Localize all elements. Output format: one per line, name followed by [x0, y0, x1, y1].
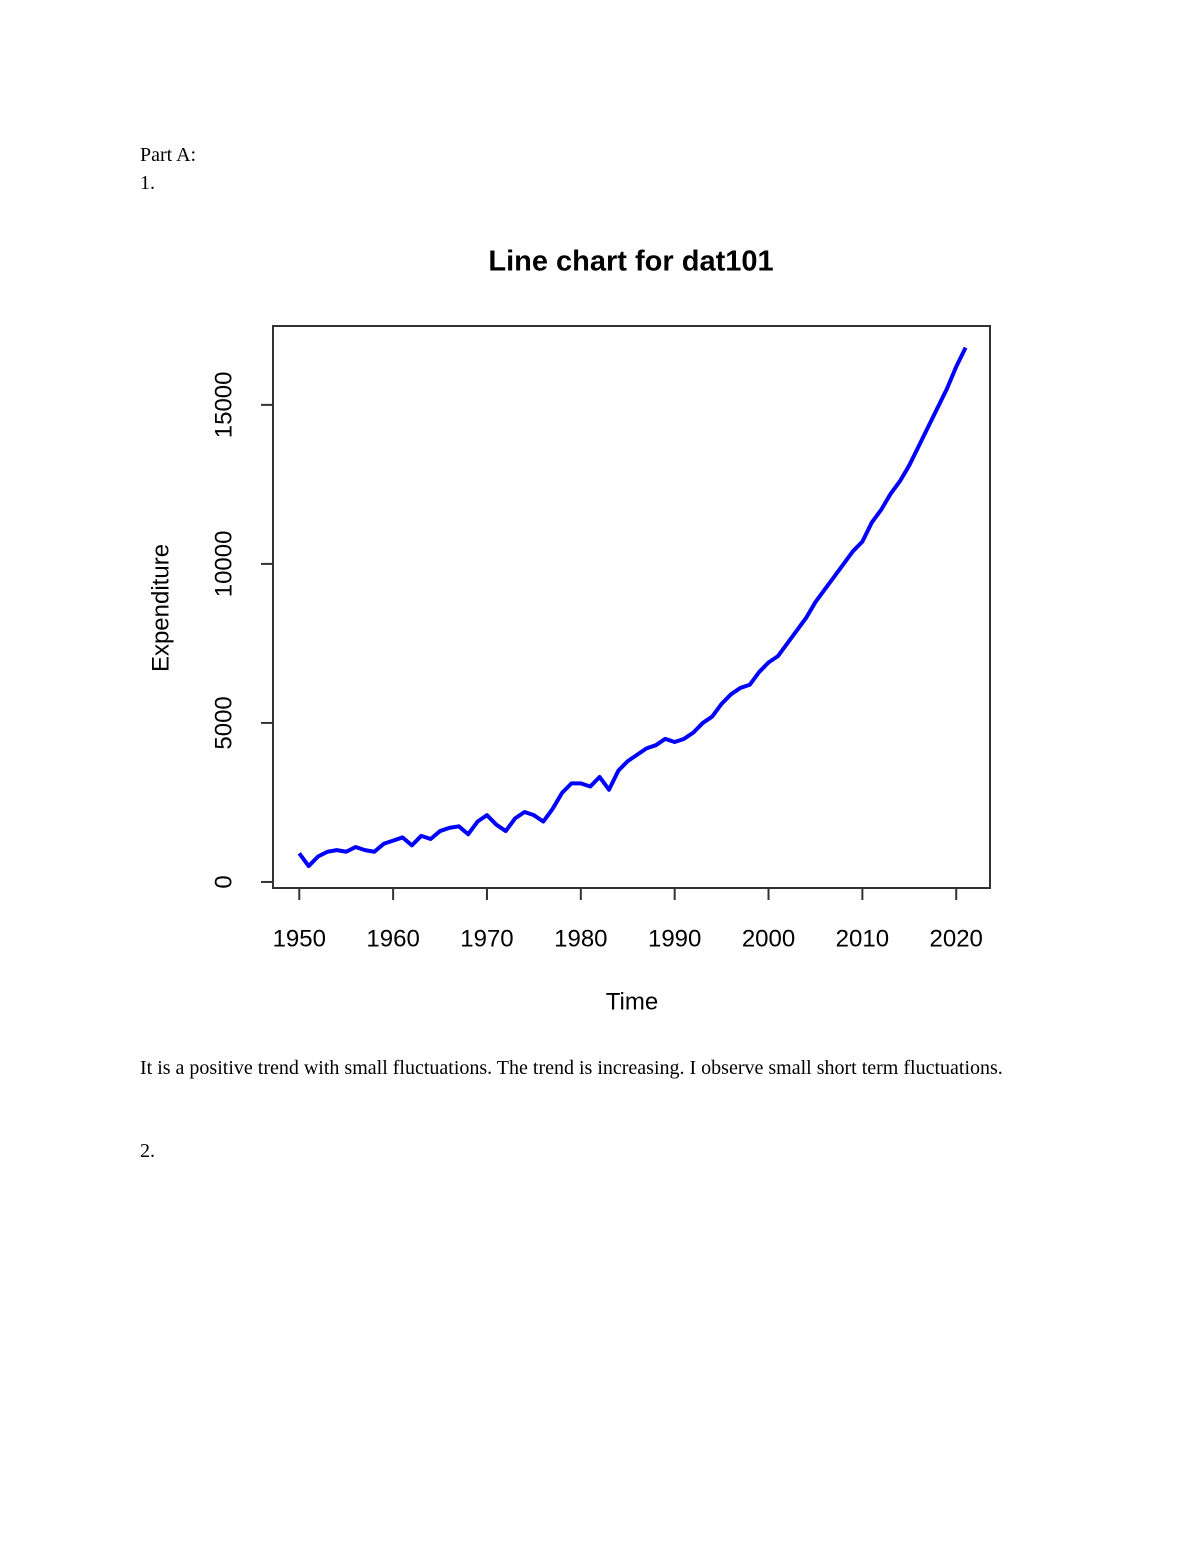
plot-frame: [272, 325, 991, 889]
x-tick-label: 2010: [836, 925, 889, 952]
y-tick-label: 10000: [210, 531, 237, 598]
heading: Part A:: [140, 144, 197, 166]
data-line: [297, 346, 968, 869]
y-tick-label: 5000: [210, 696, 237, 749]
x-tick-label: 1980: [554, 925, 607, 952]
item-number: 1.: [140, 172, 155, 194]
item-number: 2.: [140, 1140, 155, 1162]
x-tick-label: 1970: [460, 925, 513, 952]
chart-title: Line chart for dat101: [488, 246, 773, 278]
paragraph: It is a positive trend with small fluctu…: [140, 1057, 1003, 1079]
y-tick-label: 0: [210, 875, 237, 888]
x-axis-label: Time: [606, 988, 658, 1015]
chart: Line chart for dat101 Time Expenditure 1…: [147, 246, 991, 1015]
y-axis-label: Expenditure: [147, 544, 174, 672]
x-tick-label: 1960: [366, 925, 419, 952]
x-tick-label: 1990: [648, 925, 701, 952]
x-tick-label: 1950: [273, 925, 326, 952]
x-tick-label: 2020: [930, 925, 983, 952]
x-tick-label: 2000: [742, 925, 795, 952]
y-tick-label: 15000: [210, 372, 237, 439]
